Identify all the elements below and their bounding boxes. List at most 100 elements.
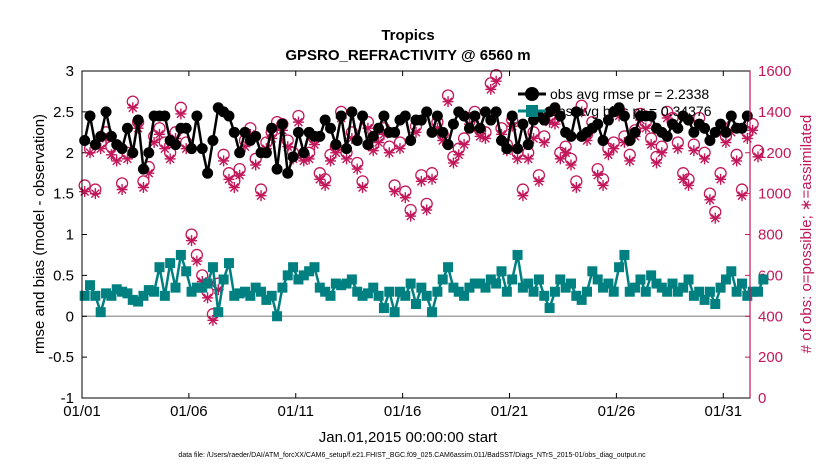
obs-assimilated-point	[747, 124, 759, 136]
rmse-point	[207, 134, 219, 146]
bias-point	[448, 282, 459, 293]
bias-point	[630, 282, 641, 293]
bias-point	[683, 274, 694, 285]
bias-point	[170, 282, 181, 293]
obs-assimilated-point	[153, 128, 165, 140]
bias-point	[672, 286, 683, 297]
rmse-point	[276, 118, 288, 130]
rmse-point	[624, 134, 636, 146]
obs-assimilated-point	[234, 169, 246, 181]
obs-assimilated-point	[324, 155, 336, 167]
obs-assimilated-point	[159, 143, 171, 155]
rmse-point	[367, 130, 379, 142]
bias-point	[619, 249, 630, 260]
rmse-point	[266, 122, 278, 134]
bias-point	[688, 290, 699, 301]
obs-assimilated-point	[533, 175, 545, 187]
bias-point	[266, 290, 277, 301]
y-axis-label-right: # of obs: o=possible; ∗=assimilated	[798, 115, 815, 354]
rmse-point	[341, 143, 353, 155]
obs-assimilated-point	[426, 173, 438, 185]
rmse-point	[330, 139, 342, 151]
obs-assimilated-point	[656, 147, 668, 159]
rmse-point	[501, 143, 513, 155]
bias-point	[603, 278, 614, 289]
rmse-point	[715, 118, 727, 130]
rmse-point	[170, 139, 182, 151]
bias-point	[475, 278, 486, 289]
rmse-point	[116, 143, 128, 155]
bias-point	[298, 270, 309, 281]
bias-point	[501, 286, 512, 297]
rmse-point	[298, 147, 310, 159]
obs-assimilated-point	[421, 204, 433, 216]
rmse-point	[196, 143, 208, 155]
y-tick-label: 1.5	[53, 186, 74, 203]
rmse-point	[271, 163, 283, 175]
bias-point	[362, 288, 373, 299]
chart-title: Tropics	[381, 27, 434, 44]
obs-assimilated-point	[255, 190, 267, 202]
bias-point	[288, 262, 299, 273]
bias-point	[159, 290, 170, 301]
obs-assimilated-point	[223, 173, 235, 185]
bias-point	[469, 278, 480, 289]
rmse-point	[597, 134, 609, 146]
obs-assimilated-point	[453, 149, 465, 161]
y-tick-label: 2.5	[53, 104, 74, 121]
obs-assimilated-point	[608, 143, 620, 155]
rmse-point	[506, 110, 518, 122]
obs-assimilated-point	[645, 139, 657, 151]
bias-point	[512, 249, 523, 260]
obs-assimilated-point	[570, 181, 582, 193]
bias-point	[699, 294, 710, 305]
obs-assimilated-point	[357, 181, 369, 193]
bias-point	[304, 266, 315, 277]
obs-assimilated-point	[442, 96, 454, 108]
bias-point	[480, 282, 491, 293]
obs-assimilated-point	[458, 139, 470, 151]
obs-assimilated-point	[447, 157, 459, 169]
bias-point	[101, 288, 112, 299]
rmse-point	[437, 126, 449, 138]
bias-point	[549, 286, 560, 297]
obs-assimilated-point	[405, 210, 417, 222]
bias-point	[79, 290, 90, 301]
obs-assimilated-point	[683, 179, 695, 191]
y-tick-label-right: 0	[758, 390, 766, 407]
bias-point	[678, 282, 689, 293]
x-tick-label: 01/31	[705, 403, 743, 420]
bias-point	[133, 296, 144, 307]
bias-point	[181, 266, 192, 277]
rmse-point	[378, 110, 390, 122]
obs-assimilated-point	[228, 181, 240, 193]
bias-point	[352, 286, 363, 297]
rmse-point	[736, 122, 748, 134]
rmse-point	[292, 126, 304, 138]
obs-assimilated-point	[250, 159, 262, 171]
y-tick-label: 0.5	[53, 267, 74, 284]
rmse-point	[704, 134, 716, 146]
bias-point	[432, 286, 443, 297]
obs-assimilated-point	[731, 155, 743, 167]
bias-point	[234, 288, 245, 299]
x-tick-label: 01/11	[278, 403, 314, 420]
rmse-point	[554, 110, 566, 122]
rmse-point	[137, 163, 149, 175]
bias-point	[565, 278, 576, 289]
rmse-point	[351, 134, 363, 146]
bias-point	[635, 274, 646, 285]
bias-point	[704, 286, 715, 297]
rmse-point	[314, 130, 326, 142]
y-axis-label: rmse and bias (model - observation)	[31, 114, 48, 354]
y-tick-label-right: 400	[758, 308, 783, 325]
bias-point	[336, 280, 347, 291]
rmse-point	[373, 122, 385, 134]
bias-point	[186, 286, 197, 297]
bias-point	[528, 286, 539, 297]
obs-assimilated-point	[741, 132, 753, 144]
obs-assimilated-point	[383, 147, 395, 159]
bias-point	[95, 307, 106, 318]
bias-point	[640, 286, 651, 297]
